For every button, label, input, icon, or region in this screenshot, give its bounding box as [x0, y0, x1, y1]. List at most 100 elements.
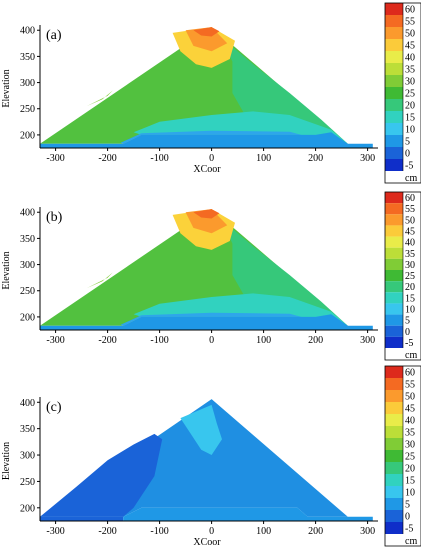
panel-a: -300 -200 -100 0 100 200 300200250300350400XCo… — [1, 2, 421, 184]
x-tick-label: -300 — [46, 335, 64, 346]
colorbar-label: 40 — [405, 238, 415, 249]
x-tick-label: 0 — [209, 335, 214, 346]
y-tick-label: 350 — [20, 52, 35, 63]
colorbar-swatch — [385, 75, 403, 87]
colorbar-swatch — [385, 450, 403, 462]
colorbar-label: 25 — [405, 271, 415, 282]
y-tick-label: 400 — [20, 208, 35, 219]
x-tick-label: 200 — [308, 526, 323, 537]
y-tick-label: 200 — [20, 130, 35, 141]
colorbar-swatch — [385, 111, 403, 123]
colorbar-label: 0 — [405, 512, 410, 523]
colorbar-label: 45 — [405, 404, 415, 415]
colorbar-label: -5 — [405, 524, 413, 535]
contour-zone-1 — [40, 433, 163, 517]
colorbar-swatch — [385, 247, 403, 259]
colorbar-swatch — [385, 3, 403, 15]
colorbar-label: 10 — [405, 125, 415, 136]
colorbar-swatch — [385, 258, 403, 270]
colorbar-swatch — [385, 281, 403, 293]
colorbar-swatch — [385, 15, 403, 27]
x-tick-label: 0 — [209, 526, 214, 537]
x-tick-label: -100 — [150, 526, 168, 537]
colorbar-label: 60 — [405, 368, 415, 379]
colorbar-label: 50 — [405, 29, 415, 40]
x-tick-label: -200 — [98, 526, 116, 537]
colorbar-label: 15 — [405, 293, 415, 304]
colorbar-label: 5 — [405, 500, 410, 511]
y-tick-label: 250 — [20, 286, 35, 297]
x-tick-label: 300 — [360, 153, 375, 164]
colorbar-swatch — [385, 325, 403, 337]
colorbar-swatch — [385, 366, 403, 378]
contour-zones — [40, 27, 373, 148]
colorbar-swatch — [385, 438, 403, 450]
colorbar-label: 25 — [405, 452, 415, 463]
colorbar-label: 30 — [405, 440, 415, 451]
panel-label: (b) — [46, 210, 63, 225]
y-axis-label: Elevation — [1, 442, 12, 480]
y-tick-label: 350 — [20, 234, 35, 245]
colorbar-label: 60 — [405, 5, 415, 16]
colorbar-label: 40 — [405, 416, 415, 427]
colorbar-swatch — [385, 474, 403, 486]
colorbar-swatch — [385, 203, 403, 215]
colorbar-unit: cm — [405, 350, 417, 361]
colorbar-label: 40 — [405, 53, 415, 64]
colorbar-swatch — [385, 486, 403, 498]
colorbar-swatch — [385, 147, 403, 159]
colorbar-swatch — [385, 270, 403, 282]
y-tick-label: 200 — [20, 503, 35, 514]
contour-zone-4 — [120, 312, 348, 326]
colorbar-label: 60 — [405, 193, 415, 204]
contour-zone-7 — [185, 27, 228, 52]
x-tick-label: -300 — [46, 153, 64, 164]
colorbar-label: 55 — [405, 380, 415, 391]
y-tick-label: 350 — [20, 424, 35, 435]
contour-zone-3 — [133, 111, 348, 144]
contour-zone-3 — [133, 293, 348, 326]
x-tick-label: 100 — [256, 335, 271, 346]
colorbar-swatch — [385, 498, 403, 510]
x-tick-label: 200 — [308, 335, 323, 346]
colorbar-swatch — [385, 314, 403, 326]
colorbar-swatch — [385, 99, 403, 111]
x-tick-label: 300 — [360, 526, 375, 537]
colorbar-label: 50 — [405, 215, 415, 226]
colorbar-swatch — [385, 135, 403, 147]
panel-b: -300 -200 -100 0 100 200 300200250300350400Ele… — [1, 191, 421, 361]
contour-zone-4 — [123, 507, 373, 521]
contour-zone-5 — [40, 314, 373, 330]
contour-zones — [40, 209, 373, 330]
x-tick-label: 100 — [256, 153, 271, 164]
colorbar-label: 20 — [405, 282, 415, 293]
colorbar-swatch — [385, 236, 403, 248]
colorbar-swatch — [385, 303, 403, 315]
colorbar-swatch — [385, 292, 403, 304]
colorbar-swatch — [385, 87, 403, 99]
x-tick-label: -300 — [46, 526, 64, 537]
contour-zone-8 — [193, 27, 220, 37]
x-tick-label: -200 — [98, 153, 116, 164]
contour-zone-3 — [180, 404, 222, 455]
contour-zones — [40, 399, 373, 521]
x-tick-label: -100 — [150, 153, 168, 164]
colorbar-label: 20 — [405, 101, 415, 112]
x-axis-label: XCoor — [193, 164, 221, 175]
colorbar-label: 20 — [405, 464, 415, 475]
y-tick-label: 300 — [20, 260, 35, 271]
colorbar-swatch — [385, 522, 403, 534]
colorbar-swatch — [385, 123, 403, 135]
y-tick-label: 400 — [20, 26, 35, 37]
colorbar-swatch — [385, 63, 403, 75]
contour-zone-7 — [185, 209, 228, 234]
y-tick-label: 300 — [20, 78, 35, 89]
colorbar-swatch — [385, 426, 403, 438]
colorbar-swatch — [385, 402, 403, 414]
colorbar-label: 45 — [405, 41, 415, 52]
colorbar-label: 35 — [405, 65, 415, 76]
colorbar-label: 55 — [405, 17, 415, 28]
